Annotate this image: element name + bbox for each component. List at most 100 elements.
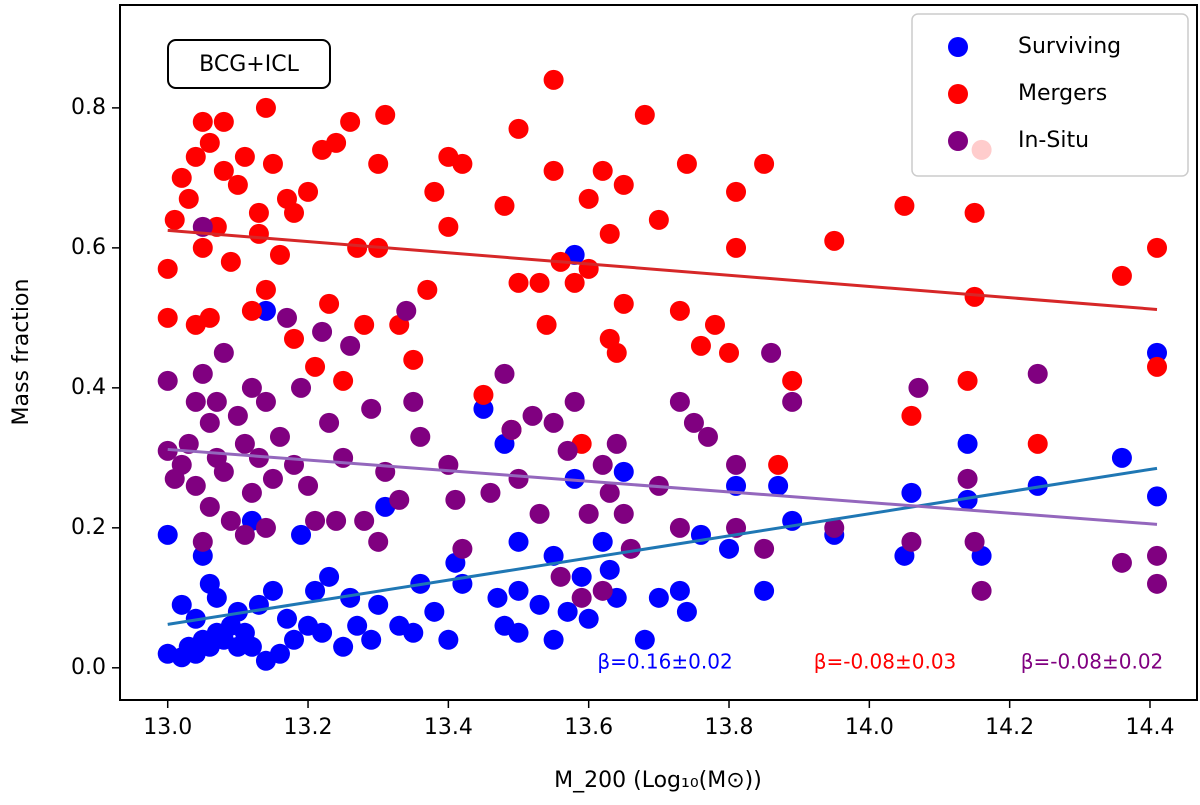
point [171, 594, 192, 615]
point [284, 202, 305, 223]
point [529, 503, 550, 524]
point [305, 510, 326, 531]
point [690, 335, 711, 356]
point [347, 237, 368, 258]
y-tick-label: 0.6 [71, 235, 106, 260]
point [248, 223, 269, 244]
point [255, 391, 276, 412]
point [557, 601, 578, 622]
point [564, 391, 585, 412]
point [957, 370, 978, 391]
point [438, 216, 459, 237]
point [312, 622, 333, 643]
point [571, 566, 592, 587]
point [452, 153, 473, 174]
point [403, 622, 424, 643]
point [445, 489, 466, 510]
point [192, 531, 213, 552]
point [234, 146, 255, 167]
point [719, 538, 740, 559]
point [185, 391, 206, 412]
point [964, 531, 985, 552]
point [298, 475, 319, 496]
point [262, 153, 283, 174]
point [1147, 486, 1168, 507]
point [964, 202, 985, 223]
legend-label: Surviving [1018, 34, 1121, 59]
x-tick-label: 13.0 [143, 715, 192, 740]
point [564, 272, 585, 293]
y-tick-label: 0.8 [71, 95, 106, 120]
point [452, 538, 473, 559]
point [676, 153, 697, 174]
point [901, 482, 922, 503]
point [227, 601, 248, 622]
point [726, 454, 747, 475]
point [494, 195, 515, 216]
point [683, 412, 704, 433]
point [319, 566, 340, 587]
x-axis-label: M_200 (Log₁₀(M⊙)) [554, 768, 762, 793]
point [157, 370, 178, 391]
point [754, 538, 775, 559]
point [241, 636, 262, 657]
x-tick-label: 13.8 [705, 715, 754, 740]
point [276, 307, 297, 328]
point [298, 181, 319, 202]
point [276, 608, 297, 629]
point [494, 363, 515, 384]
point [1147, 237, 1168, 258]
point [284, 328, 305, 349]
y-tick-label: 0.4 [71, 375, 106, 400]
point [508, 118, 529, 139]
point [354, 510, 375, 531]
label-box [167, 39, 331, 89]
fit-line [167, 447, 1158, 526]
point [255, 300, 276, 321]
point [375, 104, 396, 125]
point [613, 503, 634, 524]
point [508, 531, 529, 552]
x-tick-label: 13.6 [564, 715, 613, 740]
fit-slope-label: β=0.16±0.02 [597, 650, 732, 674]
point [241, 300, 262, 321]
y-tick-label: 0.2 [71, 515, 106, 540]
point [473, 384, 494, 405]
point [669, 300, 690, 321]
point [824, 517, 845, 538]
point [417, 279, 438, 300]
point [606, 342, 627, 363]
x-tick-label: 14.0 [845, 715, 894, 740]
point [529, 272, 550, 293]
point [908, 377, 929, 398]
point [522, 405, 543, 426]
point [957, 433, 978, 454]
point [508, 622, 529, 643]
fit-slope-label: β=-0.08±0.03 [814, 650, 957, 674]
y-axis-label: Mass fraction [9, 279, 34, 426]
point [192, 111, 213, 132]
point [957, 489, 978, 510]
point [719, 342, 740, 363]
point [326, 132, 347, 153]
plot-area [157, 69, 1168, 671]
point [319, 293, 340, 314]
point [424, 601, 445, 622]
fit-slope-label: β=-0.08±0.02 [1021, 650, 1164, 674]
point [964, 286, 985, 307]
point [319, 412, 340, 433]
fit-line [167, 228, 1158, 311]
point [340, 111, 361, 132]
point [894, 195, 915, 216]
point [269, 244, 290, 265]
axes-frame [119, 4, 1198, 701]
point [669, 391, 690, 412]
point [157, 258, 178, 279]
point [234, 524, 255, 545]
point [206, 216, 227, 237]
point [206, 587, 227, 608]
point [578, 608, 599, 629]
point [185, 146, 206, 167]
point [234, 433, 255, 454]
point [543, 69, 564, 90]
